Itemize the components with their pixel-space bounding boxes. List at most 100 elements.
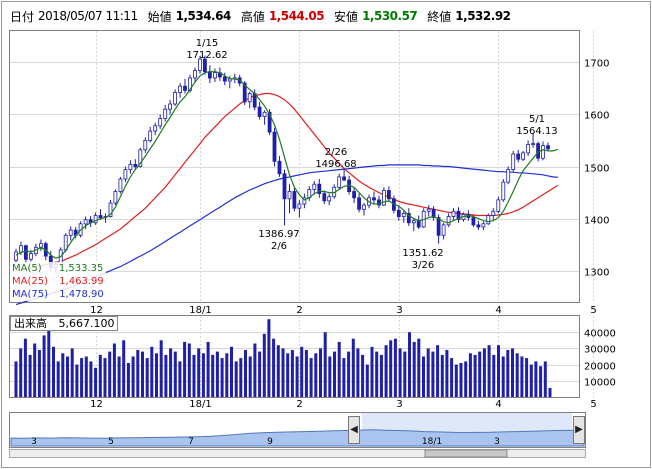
volume-bar (56, 361, 60, 397)
volume-bar (122, 340, 126, 397)
scroll-left-button[interactable]: ◀ (348, 416, 360, 444)
candle-body (39, 243, 43, 248)
volume-bar (370, 346, 374, 397)
annotation-low-feb-line1: 1386.97 (258, 229, 299, 240)
high-label: 高値 (240, 9, 265, 24)
candle-body (153, 125, 158, 132)
candle-body (416, 220, 421, 228)
volume-axis: 10000 20000 30000 40000 (584, 329, 616, 389)
price-x-tick-label: 3 (396, 305, 402, 316)
annotation-high-may-line1: 5/1 (529, 114, 545, 125)
candle (183, 78, 187, 94)
candle (541, 141, 545, 161)
candle-body (501, 181, 506, 201)
volume-legend: 出来高 5,667.100 (10, 316, 119, 331)
candle-body (267, 111, 272, 133)
candle-body (118, 178, 123, 192)
volume-bar (117, 356, 121, 397)
candle-body (163, 108, 168, 119)
high-value: 1,544.05 (268, 9, 325, 23)
volume-bar (201, 353, 205, 397)
ma-line-ma75 (15, 164, 558, 306)
candle (526, 140, 530, 157)
candle-body (431, 208, 436, 218)
ma-line-ma5 (15, 71, 559, 259)
candle (486, 213, 491, 225)
volume-bar (501, 356, 505, 397)
volume-bar (164, 354, 168, 397)
price-x-tick-label: 2 (296, 305, 302, 316)
annotation-high-jan-line2: 1712.62 (186, 50, 227, 61)
candle (506, 166, 511, 185)
volume-bar (70, 348, 74, 397)
candle (456, 207, 461, 223)
candle-body (401, 212, 406, 217)
candle (491, 208, 496, 220)
candle (23, 244, 28, 263)
ma75-layer (15, 164, 558, 306)
candle-body (506, 169, 511, 183)
overview-scrollbar[interactable] (9, 449, 586, 458)
price-x-tick-label: 5 (590, 305, 596, 316)
volume-bar (94, 367, 98, 397)
overview-label: 9 (267, 437, 273, 447)
open-value: 1,534.64 (175, 9, 232, 23)
volume-bar (408, 332, 411, 397)
candle-body (377, 199, 381, 206)
price-tick-label: 1600 (584, 111, 609, 122)
chevron-right-icon: ▶ (575, 424, 583, 435)
candle (322, 190, 327, 204)
volume-bar (192, 354, 196, 397)
volume-bar (14, 361, 18, 397)
candle-body (521, 152, 525, 160)
candle-body (68, 229, 73, 236)
volume-bar (150, 346, 154, 397)
candle (372, 191, 376, 204)
quote-header: 日付 2018/05/07 11:11 始値 1,534.64 高値 1,544… (10, 6, 521, 26)
candle (153, 122, 158, 136)
candle (511, 150, 516, 172)
volume-x-axis: 12 18/1 2 3 4 5 (90, 399, 597, 410)
overview-scroll-thumb[interactable] (424, 449, 508, 458)
candle-body (292, 191, 297, 209)
volume-bar (155, 353, 158, 397)
candle-body (491, 210, 496, 216)
volume-tick-label: 30000 (584, 345, 616, 356)
volume-label: 出来高 (14, 317, 47, 330)
candle (357, 193, 362, 213)
candle (546, 142, 550, 151)
price-tick-label: 1300 (584, 268, 609, 279)
volume-bar (436, 345, 440, 397)
candle (98, 209, 103, 220)
volume-tick-label: 10000 (584, 378, 616, 389)
candle-body (406, 212, 411, 224)
candle-body (526, 144, 530, 154)
volume-bar (136, 350, 140, 397)
ma-legend: MA(5) 1,533.35 MA(25) 1,463.99 MA(75) 1,… (10, 262, 106, 301)
candle-body (212, 72, 217, 79)
candle-body (183, 85, 187, 91)
volume-bar (33, 343, 37, 397)
overview-label: 18/1 (422, 437, 442, 447)
volume-bar (211, 354, 215, 397)
candle (362, 203, 366, 216)
candle-body (98, 215, 103, 218)
volume-bar (422, 356, 425, 397)
candle-body (471, 217, 476, 226)
volume-bar (365, 364, 369, 397)
candle (113, 189, 118, 206)
volume-bar (267, 319, 271, 397)
volume-bar (417, 338, 421, 397)
candle-body (342, 176, 347, 181)
volume-bar (258, 351, 262, 397)
volume-bar (108, 351, 112, 397)
candle (168, 99, 173, 115)
scroll-right-button[interactable]: ▶ (573, 416, 585, 444)
volume-bar (375, 351, 379, 397)
volume-bar (300, 346, 304, 397)
price-panel (9, 30, 580, 303)
candle-body (357, 197, 362, 210)
volume-bars (14, 319, 552, 397)
candle (178, 83, 183, 98)
